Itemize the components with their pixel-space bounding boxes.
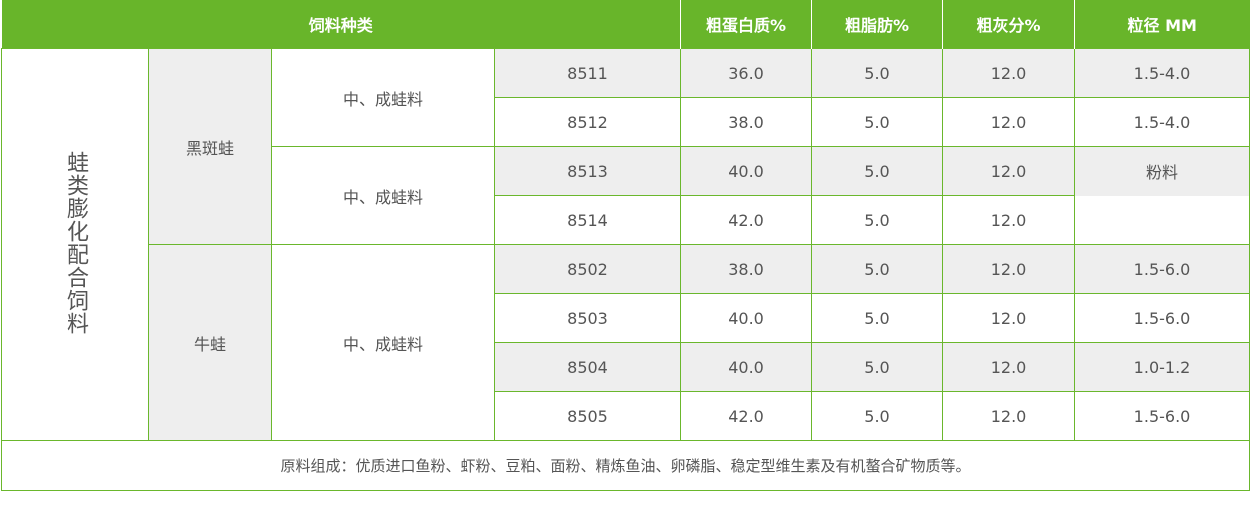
code-cell: 8503 — [493, 293, 682, 343]
code-cell: 8504 — [493, 342, 682, 392]
table-row: 中、成蛙料 8513 40.0 5.0 12.0 粉料 — [2, 146, 1250, 245]
fat-cell: 5.0 — [811, 244, 944, 294]
size-cell: 1.5-4.0 — [1074, 97, 1250, 147]
table-row: 8503 40.0 5.0 12.0 1.5-6.0 — [2, 293, 1250, 343]
stage-cell: 中、成蛙料 — [271, 146, 495, 245]
species-cell: 牛蛙 — [148, 244, 272, 441]
protein-cell: 42.0 — [680, 391, 813, 441]
species-cell: 黑斑蛙 — [148, 48, 272, 245]
protein-cell: 40.0 — [680, 146, 813, 196]
header-size: 粒径 MM — [1074, 0, 1250, 49]
ash-cell: 12.0 — [942, 293, 1076, 343]
code-cell: 8511 — [493, 48, 682, 98]
category-label: 蛙类膨化配合饲料 — [63, 150, 88, 335]
ash-cell: 12.0 — [942, 146, 1076, 196]
fat-cell: 5.0 — [811, 146, 944, 196]
size-cell: 1.5-4.0 — [1074, 48, 1250, 98]
code-cell: 8514 — [493, 195, 682, 245]
table-row: 8512 38.0 5.0 12.0 1.5-4.0 — [2, 97, 1250, 147]
ash-cell: 12.0 — [942, 342, 1076, 392]
table-row: 8504 40.0 5.0 12.0 1.0-1.2 — [2, 342, 1250, 392]
ash-cell: 12.0 — [942, 244, 1076, 294]
code-cell: 8502 — [493, 244, 682, 294]
protein-cell: 36.0 — [680, 48, 813, 98]
fat-cell: 5.0 — [811, 342, 944, 392]
header-ash: 粗灰分% — [942, 0, 1076, 49]
protein-cell: 42.0 — [680, 195, 813, 245]
category-cell: 蛙类膨化配合饲料 — [1, 48, 149, 441]
protein-cell: 40.0 — [680, 342, 813, 392]
protein-cell: 40.0 — [680, 293, 813, 343]
ash-cell: 12.0 — [942, 97, 1076, 147]
fat-cell: 5.0 — [811, 391, 944, 441]
protein-cell: 38.0 — [680, 97, 813, 147]
ash-cell: 12.0 — [942, 48, 1076, 98]
feed-spec-table: 饲料种类 粗蛋白质% 粗脂肪% 粗灰分% 粒径 MM 蛙类膨化配合饲料 黑斑蛙 中、… — [0, 0, 1250, 491]
protein-cell: 38.0 — [680, 244, 813, 294]
ash-cell: 12.0 — [942, 391, 1076, 441]
ash-cell: 12.0 — [942, 195, 1076, 245]
header-row: 饲料种类 粗蛋白质% 粗脂肪% 粗灰分% 粒径 MM — [1, 0, 1250, 49]
stage-cell: 中、成蛙料 — [271, 48, 495, 147]
header-feed-type: 饲料种类 — [1, 0, 682, 49]
table-row: 牛蛙 中、成蛙料 8502 38.0 5.0 12.0 1.5-6.0 — [2, 244, 1250, 441]
size-cell: 1.5-6.0 — [1074, 293, 1250, 343]
size-cell: 1.0-1.2 — [1074, 342, 1250, 392]
size-cell: 粉料 — [1074, 146, 1250, 196]
stage-cell: 中、成蛙料 — [271, 244, 495, 441]
fat-cell: 5.0 — [811, 195, 944, 245]
fat-cell: 5.0 — [811, 97, 944, 147]
header-protein: 粗蛋白质% — [680, 0, 813, 49]
table-row: 8505 42.0 5.0 12.0 1.5-6.0 — [2, 391, 1250, 441]
size-cell: 1.5-6.0 — [1074, 391, 1250, 441]
table-row: 8514 42.0 5.0 12.0 — [2, 195, 1250, 245]
code-cell: 8513 — [493, 146, 682, 196]
code-cell: 8505 — [493, 391, 682, 441]
size-cell: 1.5-6.0 — [1074, 244, 1250, 294]
fat-cell: 5.0 — [811, 48, 944, 98]
header-fat: 粗脂肪% — [811, 0, 944, 49]
size-cell — [1074, 195, 1250, 245]
ingredients-note: 原料组成：优质进口鱼粉、虾粉、豆粕、面粉、精炼鱼油、卵磷脂、稳定型维生素及有机螯… — [0, 440, 1250, 491]
table-row: 蛙类膨化配合饲料 黑斑蛙 中、成蛙料 8511 36.0 5.0 12.0 1.5-4.0 — [1, 48, 1250, 441]
code-cell: 8512 — [493, 97, 682, 147]
fat-cell: 5.0 — [811, 293, 944, 343]
